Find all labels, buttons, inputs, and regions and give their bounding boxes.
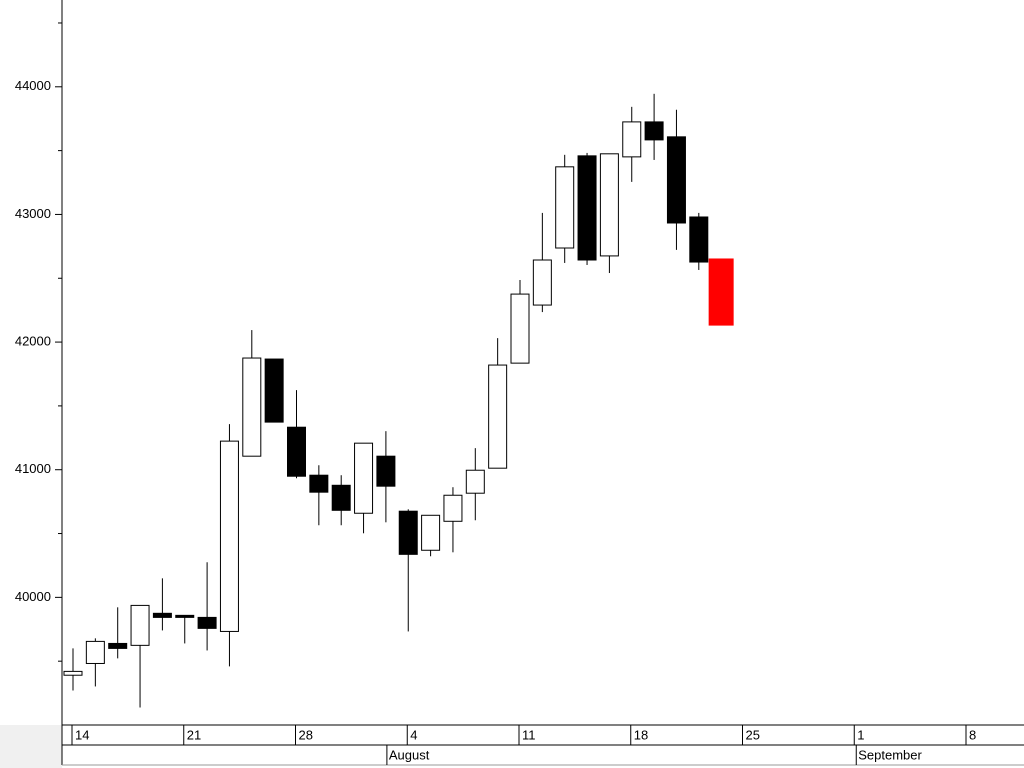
- y-tick-label: 40000: [15, 589, 51, 604]
- x-tick-label: 18: [634, 727, 648, 742]
- candle-body: [130, 604, 150, 646]
- y-tick-label: 42000: [15, 334, 51, 349]
- y-tick-label: 44000: [15, 78, 51, 93]
- candle-body: [510, 293, 530, 364]
- y-tick-label: 41000: [15, 461, 51, 476]
- candle-body: [63, 670, 83, 676]
- candle-body: [219, 440, 239, 632]
- candle-body: [599, 153, 619, 257]
- candle-body: [242, 357, 262, 457]
- x-tick-label: 4: [410, 727, 417, 742]
- x-tick-label: 11: [522, 727, 536, 742]
- candle-body: [197, 616, 217, 629]
- candle-body: [376, 455, 396, 487]
- y-tick-label: 43000: [15, 206, 51, 221]
- candle-body: [708, 258, 734, 326]
- candle-body: [264, 358, 284, 423]
- x-tick-label: 25: [746, 727, 760, 742]
- candle-body: [287, 426, 306, 477]
- corner: [0, 725, 62, 768]
- candle-body: [85, 640, 105, 664]
- candle-body: [689, 216, 709, 263]
- candle-body: [443, 494, 463, 522]
- candle-body: [421, 514, 441, 551]
- candle-body: [175, 614, 195, 618]
- candle-body: [532, 259, 552, 306]
- candle-body: [644, 121, 664, 141]
- month-label: September: [858, 747, 922, 762]
- x-tick-label: 8: [969, 727, 976, 742]
- candle-body: [398, 510, 418, 555]
- candle-body: [108, 642, 128, 649]
- candle-body: [309, 474, 329, 493]
- x-tick-label: 28: [299, 727, 313, 742]
- candle-body: [622, 121, 642, 158]
- candle-body: [555, 166, 575, 249]
- x-tick-label: 14: [75, 727, 89, 742]
- candle-body: [666, 136, 686, 224]
- candle-body: [465, 469, 485, 494]
- month-label: August: [389, 747, 430, 762]
- x-tick-label: 1: [857, 727, 864, 742]
- candle-body: [354, 442, 374, 514]
- x-tick-label: 21: [187, 727, 201, 742]
- candle-body: [331, 484, 351, 511]
- candle-body: [152, 612, 172, 618]
- candle-body: [577, 155, 597, 261]
- candle-body: [488, 364, 508, 469]
